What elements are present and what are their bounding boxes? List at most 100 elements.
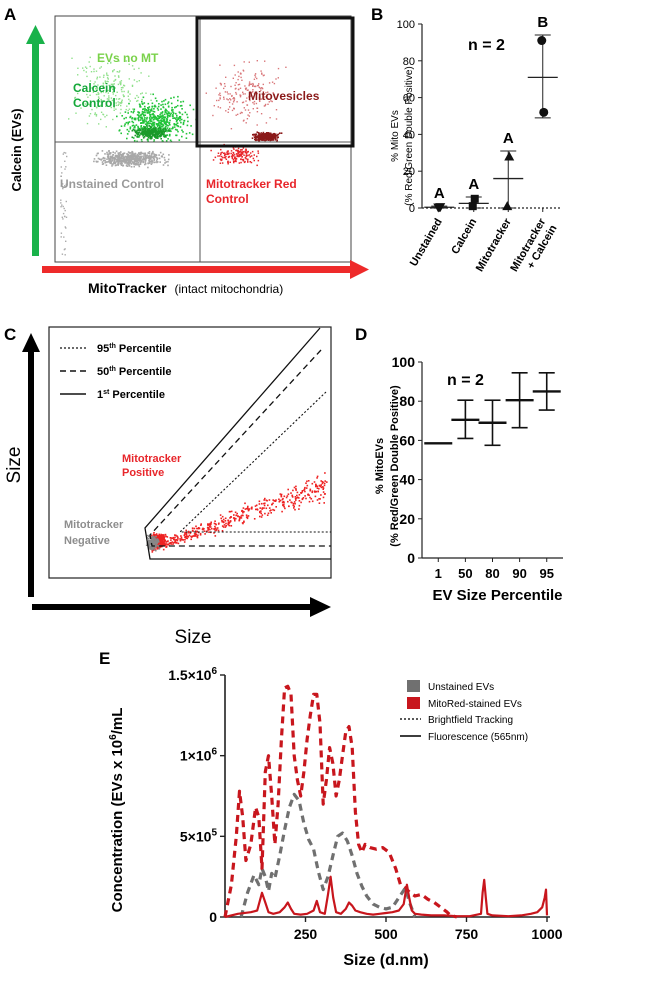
- flow-event-dot: [259, 87, 261, 89]
- flow-event-dot: [143, 119, 145, 122]
- flow-event-dot: [148, 151, 151, 153]
- flow-event-dot: [235, 160, 237, 163]
- flow-event-dot: [133, 163, 136, 166]
- flow-event-dot: [160, 131, 162, 133]
- flow-event-dot: [241, 156, 243, 158]
- flow-event-dot: [144, 132, 147, 134]
- flow-event-dot: [208, 525, 211, 528]
- flow-event-dot: [134, 158, 136, 160]
- x-tick-label: 80: [485, 566, 499, 581]
- flow-event-dot: [146, 121, 148, 124]
- flow-event-dot: [212, 114, 214, 117]
- legend-unstained-label: Unstained EVs: [428, 682, 494, 693]
- flow-event-dot: [184, 538, 186, 541]
- flow-event-dot: [160, 115, 162, 118]
- flow-event-dot: [236, 154, 239, 156]
- flow-event-dot: [202, 528, 204, 531]
- legend-1-text: 1st Percentile: [97, 389, 165, 401]
- flow-event-dot: [89, 65, 91, 68]
- flow-event-dot: [104, 80, 106, 82]
- flow-event-dot: [162, 128, 164, 131]
- flow-event-dot: [109, 161, 111, 164]
- flow-event-dot: [110, 106, 112, 109]
- flow-event-dot: [63, 215, 66, 218]
- flow-event-dot: [122, 165, 124, 167]
- mitotracker-positive-label-2: Positive: [122, 467, 164, 479]
- flow-event-dot: [268, 101, 270, 103]
- flow-event-dot: [165, 112, 168, 114]
- flow-event-dot: [183, 534, 186, 537]
- flow-event-dot: [149, 115, 152, 118]
- flow-event-dot: [144, 108, 146, 110]
- flow-event-dot: [197, 534, 199, 537]
- flow-event-dot: [138, 153, 141, 155]
- flow-event-dot: [316, 485, 319, 488]
- flow-event-dot: [313, 490, 316, 492]
- flow-event-dot: [161, 538, 163, 540]
- flow-event-dot: [185, 534, 188, 536]
- flow-event-dot: [120, 87, 123, 89]
- flow-event-dot: [146, 110, 148, 112]
- flow-event-dot: [172, 117, 174, 119]
- flow-event-dot: [268, 138, 271, 140]
- flow-event-dot: [260, 512, 262, 515]
- flow-event-dot: [150, 131, 153, 133]
- flow-event-dot: [258, 97, 261, 99]
- flow-event-dot: [319, 498, 321, 500]
- flow-event-dot: [163, 100, 165, 102]
- flow-event-dot: [166, 113, 168, 115]
- flow-event-dot: [316, 499, 319, 501]
- flow-event-dot: [117, 153, 120, 155]
- flow-event-dot: [233, 161, 235, 164]
- flow-event-dot: [153, 111, 156, 113]
- flow-event-dot: [154, 104, 156, 107]
- flow-event-dot: [160, 128, 162, 130]
- flow-event-dot: [153, 537, 156, 540]
- flow-event-dot: [128, 108, 131, 110]
- flow-event-dot: [148, 128, 150, 130]
- flow-event-dot: [126, 163, 129, 165]
- flow-event-dot: [155, 539, 157, 542]
- flow-event-dot: [264, 60, 266, 62]
- flow-event-dot: [247, 154, 249, 157]
- flow-event-dot: [162, 116, 165, 118]
- flow-event-dot: [142, 111, 145, 113]
- flow-event-dot: [158, 124, 160, 126]
- flow-event-dot: [250, 155, 253, 157]
- flow-event-dot: [302, 497, 305, 499]
- flow-event-dot: [94, 113, 96, 116]
- flow-event-dot: [246, 151, 248, 154]
- flow-event-dot: [137, 118, 140, 121]
- flow-event-dot: [253, 95, 255, 98]
- flow-event-dot: [164, 162, 166, 164]
- flow-event-dot: [218, 94, 220, 96]
- flow-event-dot: [277, 133, 280, 136]
- flow-event-dot: [130, 160, 132, 163]
- flow-event-dot: [134, 97, 136, 99]
- flow-event-dot: [115, 102, 117, 104]
- flow-event-dot: [213, 522, 216, 525]
- flow-event-dot: [145, 154, 147, 157]
- y-tick-label: 40: [399, 472, 415, 488]
- flow-event-dot: [148, 159, 150, 162]
- flow-event-dot: [172, 115, 174, 117]
- flow-event-dot: [245, 88, 247, 91]
- flow-event-dot: [225, 525, 227, 527]
- flow-event-dot: [214, 156, 217, 159]
- flow-event-dot: [257, 136, 260, 139]
- flow-event-dot: [225, 522, 227, 525]
- flow-event-dot: [144, 152, 147, 155]
- flow-event-dot: [135, 155, 137, 157]
- flow-event-dot: [257, 159, 260, 162]
- flow-event-dot: [245, 157, 247, 160]
- flow-event-dot: [164, 110, 166, 112]
- flow-event-dot: [252, 108, 254, 110]
- flow-event-dot: [187, 531, 190, 534]
- flow-event-dot: [158, 128, 160, 131]
- flow-event-dot: [111, 86, 113, 88]
- flow-event-dot: [170, 112, 172, 115]
- flow-event-dot: [232, 147, 235, 149]
- flow-event-dot: [155, 549, 157, 552]
- y-tick-label: 0: [209, 909, 217, 925]
- flow-event-dot: [120, 163, 122, 165]
